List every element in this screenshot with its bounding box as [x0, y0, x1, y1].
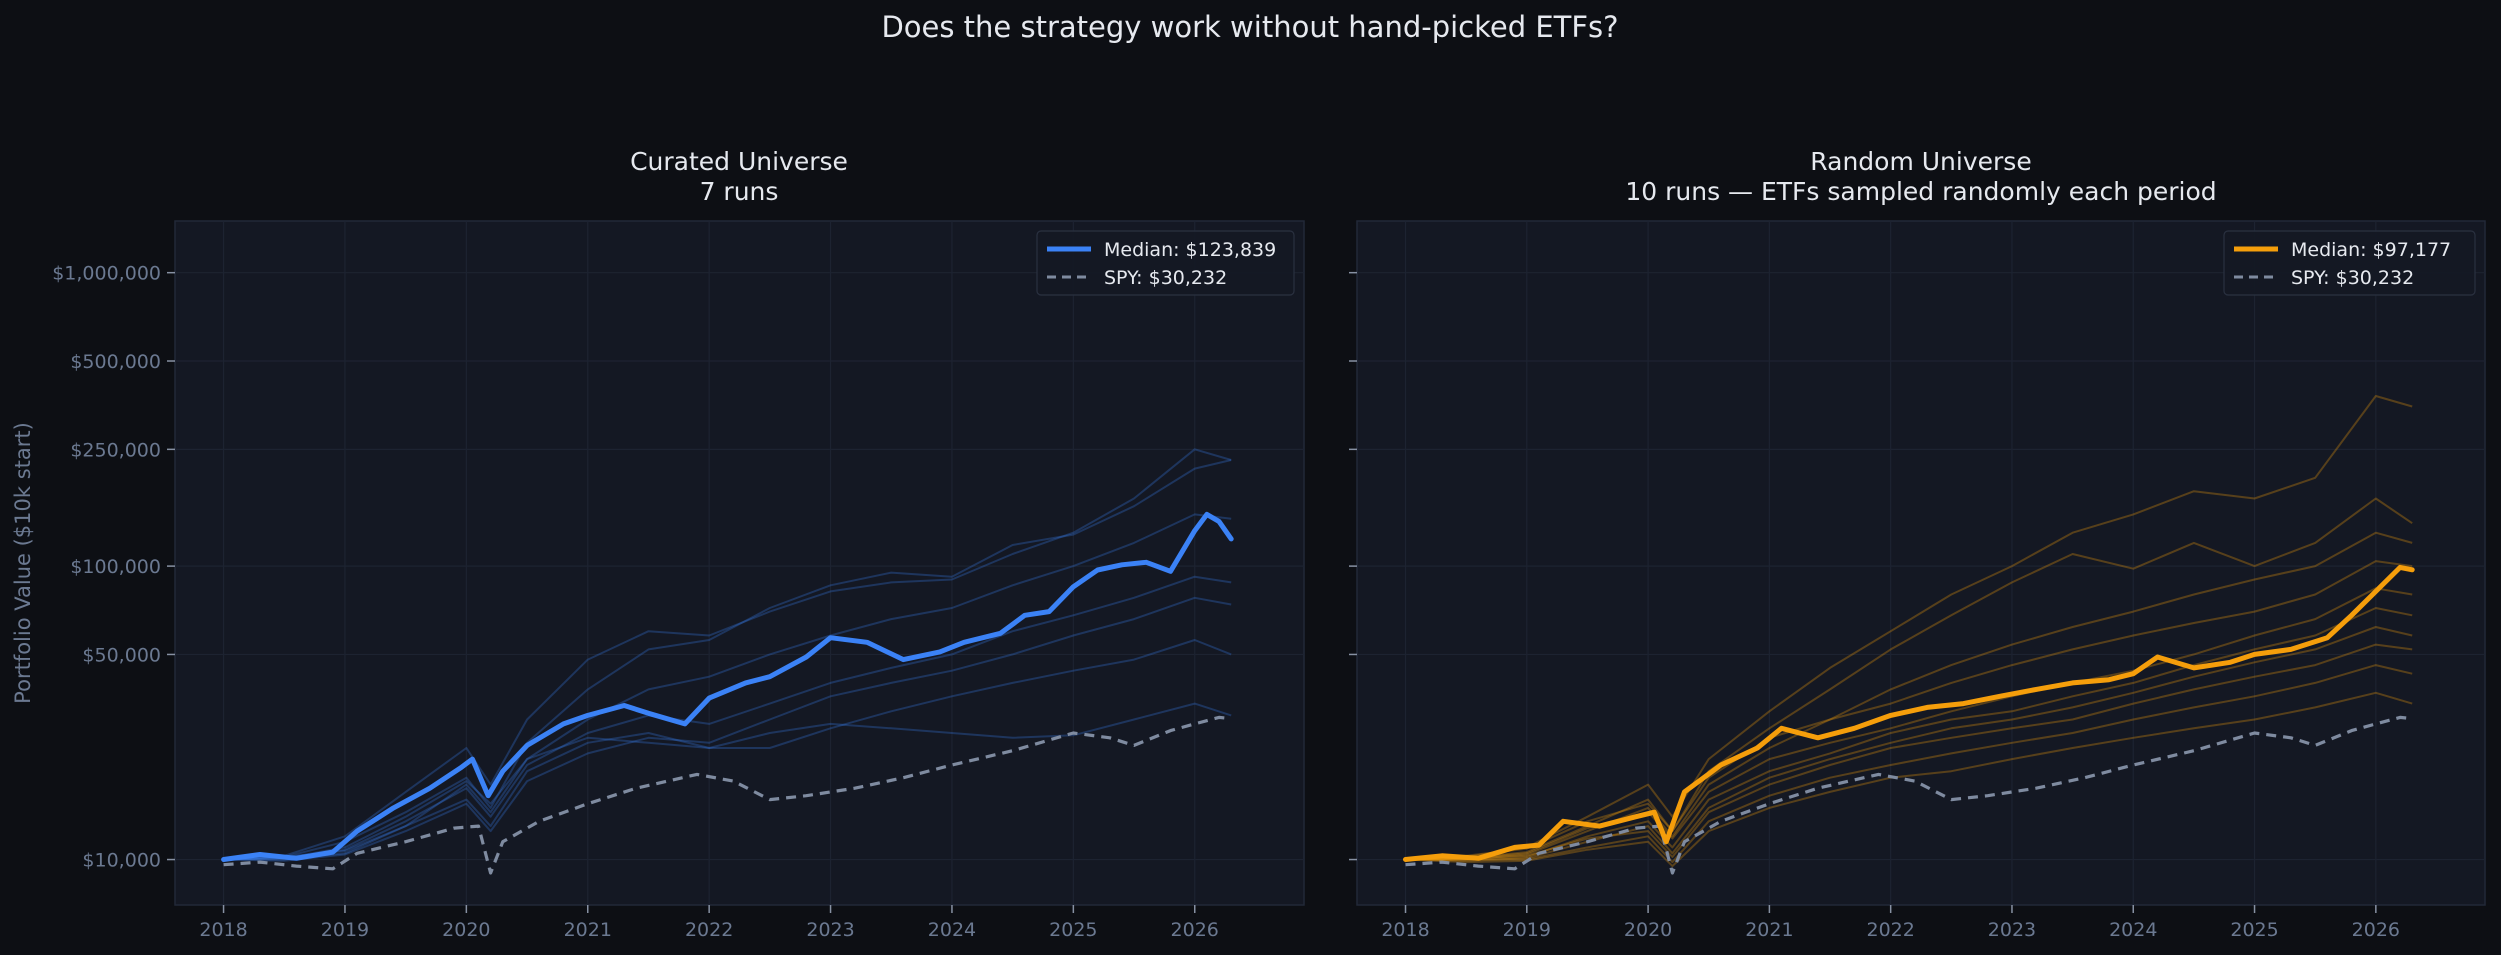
- plot-area: [1356, 220, 2486, 906]
- run-lines: [223, 448, 1232, 862]
- spy-line: [223, 715, 1232, 875]
- y-ticks: [1349, 271, 1357, 861]
- x-tick-label: 2021: [564, 919, 612, 941]
- run-line-3: [223, 513, 1232, 861]
- median-series: [221, 511, 1234, 862]
- panel-title-line2: 10 runs — ETFs sampled randomly each per…: [1625, 177, 2216, 206]
- legend-box: [1036, 230, 1295, 296]
- y-tick-label: $50,000: [82, 644, 161, 666]
- y-tick-label: $250,000: [70, 439, 161, 461]
- spy-series: [1405, 715, 2413, 875]
- spy-line: [1405, 715, 2413, 875]
- run-line-5: [1405, 587, 2413, 861]
- legend-spy-label: SPY: $30,232: [1104, 267, 1227, 289]
- run-line-7: [223, 702, 1232, 861]
- curated-universe-panel: Curated Universe 7 runs $10,000$50,000$1…: [52, 147, 1305, 941]
- random-universe-panel: Random Universe 10 runs — ETFs sampled r…: [1349, 147, 2486, 941]
- run-line-6: [223, 639, 1232, 861]
- run-line-2: [223, 459, 1232, 861]
- run-line-4: [1405, 560, 2413, 861]
- x-tick-label: 2019: [321, 919, 369, 941]
- x-tick-label: 2023: [806, 919, 854, 941]
- x-tick-label: 2025: [2230, 919, 2278, 941]
- x-tick-label: 2026: [2352, 919, 2400, 941]
- legend-median-label: Median: $123,839: [1104, 239, 1276, 261]
- x-tick-label: 2025: [1049, 919, 1097, 941]
- x-tick-label: 2024: [928, 919, 976, 941]
- median-series: [1403, 564, 2415, 862]
- x-tick-label: 2022: [685, 919, 733, 941]
- run-line-1: [223, 448, 1232, 861]
- x-tick-label: 2018: [199, 919, 247, 941]
- y-tick-label: $10,000: [82, 850, 161, 872]
- spy-series: [223, 715, 1232, 875]
- x-ticks: 2018 2019 2020 2021 2022 2023 2024 2025 2026: [199, 905, 1219, 941]
- run-line-8: [1405, 643, 2413, 861]
- run-line-3: [1405, 531, 2413, 861]
- x-tick-label: 2023: [1988, 919, 2036, 941]
- x-tick-label: 2020: [442, 919, 490, 941]
- plot-area: [174, 220, 1305, 906]
- x-tick-label: 2020: [1624, 919, 1672, 941]
- x-tick-label: 2026: [1171, 919, 1219, 941]
- x-tick-label: 2021: [1745, 919, 1793, 941]
- median-line: [1403, 564, 2415, 862]
- legend-box: [2223, 230, 2476, 296]
- panel-title-line2: 7 runs: [700, 177, 779, 206]
- median-line: [221, 511, 1234, 862]
- run-lines: [1405, 395, 2413, 868]
- y-tick-label: $500,000: [70, 351, 161, 373]
- x-ticks: 2018 2019 2020 2021 2022 2023 2024 2025 2026: [1381, 905, 2400, 941]
- run-line-4: [223, 575, 1232, 861]
- legend-spy-label: SPY: $30,232: [2291, 267, 2414, 289]
- run-line-5: [223, 596, 1232, 862]
- legend: Median: $123,839 SPY: $30,232: [1036, 230, 1295, 296]
- x-tick-label: 2018: [1381, 919, 1429, 941]
- legend-median-label: Median: $97,177: [2291, 239, 2451, 261]
- y-axis-label: Portfolio Value ($10k start): [11, 422, 35, 704]
- x-tick-label: 2024: [2109, 919, 2157, 941]
- run-line-9: [1405, 664, 2413, 864]
- x-tick-label: 2022: [1866, 919, 1914, 941]
- run-line-6: [1405, 607, 2413, 861]
- y-tick-label: $100,000: [70, 556, 161, 578]
- panel-title-line1: Curated Universe: [630, 147, 848, 176]
- panel-title-line1: Random Universe: [1810, 147, 2031, 176]
- legend: Median: $97,177 SPY: $30,232: [2223, 230, 2476, 296]
- y-ticks: $10,000 $50,000 $100,000 $250,000 $500,000 $1…: [52, 263, 175, 872]
- run-line-1: [1405, 395, 2413, 861]
- y-tick-label: $1,000,000: [52, 263, 161, 285]
- x-tick-label: 2019: [1503, 919, 1551, 941]
- figure-title: Does the strategy work without hand-pick…: [881, 10, 1618, 44]
